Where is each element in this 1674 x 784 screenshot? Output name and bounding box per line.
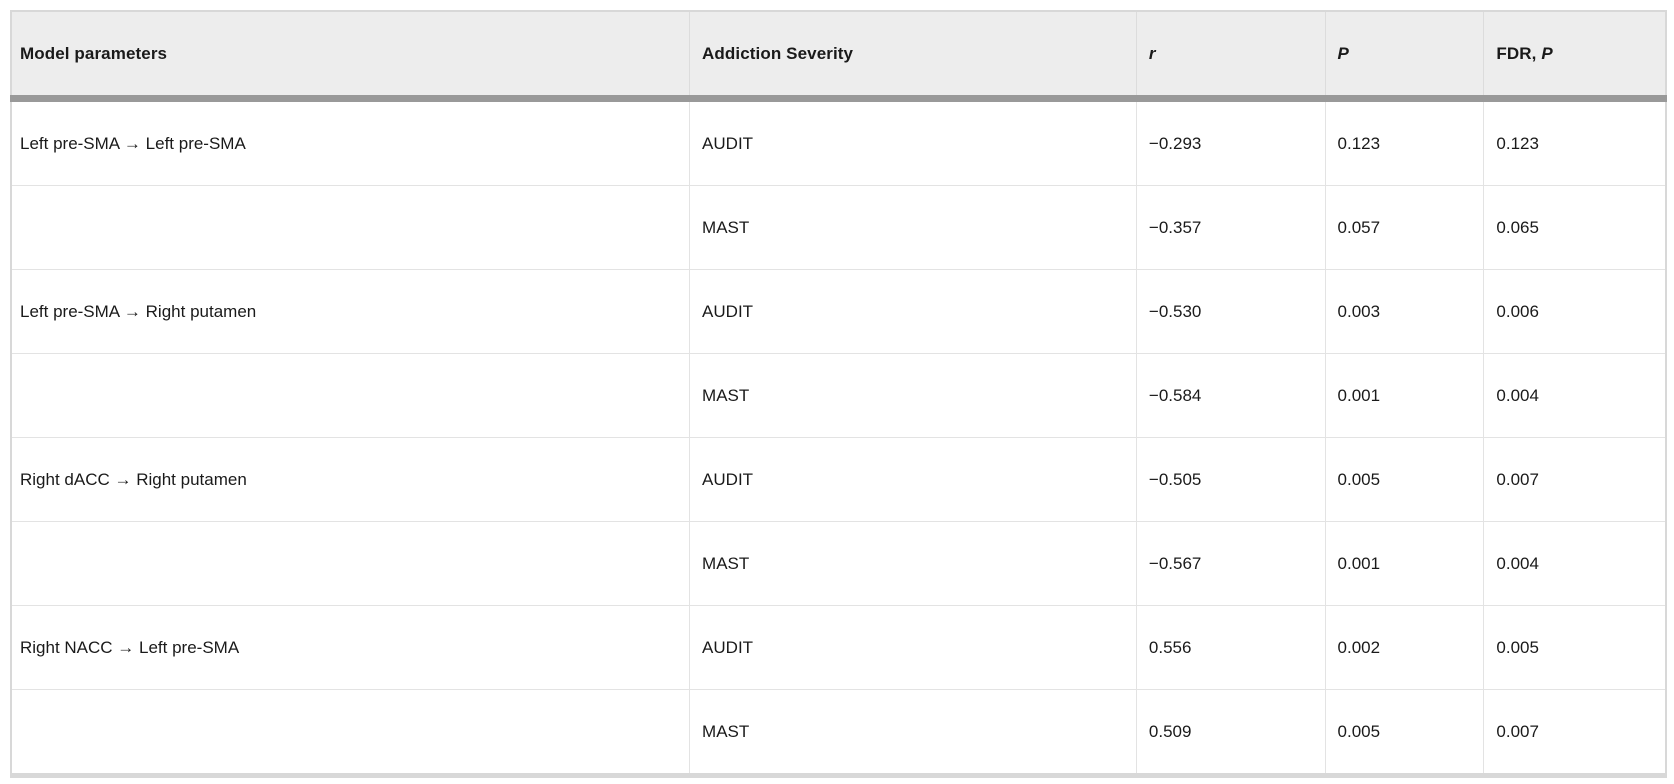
header-label-italic: r <box>1148 43 1156 63</box>
column-header-r: r <box>1135 10 1326 102</box>
cell-fdr-p: 0.065 <box>1483 185 1667 270</box>
column-header-p: P <box>1324 10 1485 102</box>
header-row: Model parameters Addiction Severity r P … <box>10 10 1667 102</box>
column-header-fdr-p: FDR, P <box>1483 10 1667 102</box>
cell-r: −0.567 <box>1135 521 1326 606</box>
cell-severity: MAST <box>689 689 1137 776</box>
cell-fdr-p: 0.004 <box>1483 353 1667 438</box>
cell-fdr-p: 0.006 <box>1483 269 1667 354</box>
cell-severity: MAST <box>689 521 1137 606</box>
cell-r: −0.530 <box>1135 269 1326 354</box>
column-header-addiction-severity: Addiction Severity <box>689 10 1137 102</box>
cell-r: 0.509 <box>1135 689 1326 776</box>
table-row: Left pre-SMA → Left pre-SMA AUDIT −0.293… <box>10 98 1667 186</box>
table-row: Left pre-SMA → Right putamen AUDIT −0.53… <box>10 269 1667 354</box>
cell-severity: AUDIT <box>689 605 1137 690</box>
header-label-italic: P <box>1337 43 1349 63</box>
cell-p: 0.057 <box>1324 185 1485 270</box>
table-row: MAST −0.357 0.057 0.065 <box>10 185 1667 270</box>
cell-model-parameters: Left pre-SMA → Left pre-SMA <box>10 98 691 186</box>
cell-p: 0.001 <box>1324 353 1485 438</box>
cell-severity: AUDIT <box>689 269 1137 354</box>
cell-severity: AUDIT <box>689 98 1137 186</box>
cell-p: 0.002 <box>1324 605 1485 690</box>
table-row: Right NACC → Left pre-SMA AUDIT 0.556 0.… <box>10 605 1667 690</box>
cell-model-parameters <box>10 353 691 438</box>
cell-p: 0.123 <box>1324 98 1485 186</box>
cell-model-parameters: Right NACC → Left pre-SMA <box>10 605 691 690</box>
table-header: Model parameters Addiction Severity r P … <box>10 10 1667 102</box>
column-header-model-parameters: Model parameters <box>10 10 691 102</box>
cell-fdr-p: 0.005 <box>1483 605 1667 690</box>
cell-p: 0.001 <box>1324 521 1485 606</box>
cell-model-parameters: Right dACC → Right putamen <box>10 437 691 522</box>
cell-severity: AUDIT <box>689 437 1137 522</box>
cell-model-parameters <box>10 185 691 270</box>
cell-r: 0.556 <box>1135 605 1326 690</box>
cell-severity: MAST <box>689 185 1137 270</box>
table-row: Right dACC → Right putamen AUDIT −0.505 … <box>10 437 1667 522</box>
header-label: Addiction Severity <box>702 43 854 63</box>
cell-model-parameters <box>10 689 691 776</box>
table-row: MAST 0.509 0.005 0.007 <box>10 689 1667 776</box>
cell-r: −0.357 <box>1135 185 1326 270</box>
cell-fdr-p: 0.004 <box>1483 521 1667 606</box>
cell-fdr-p: 0.007 <box>1483 689 1667 776</box>
cell-fdr-p: 0.123 <box>1483 98 1667 186</box>
cell-r: −0.584 <box>1135 353 1326 438</box>
header-label: Model parameters <box>20 43 168 63</box>
cell-r: −0.293 <box>1135 98 1326 186</box>
table-row: MAST −0.567 0.001 0.004 <box>10 521 1667 606</box>
cell-model-parameters <box>10 521 691 606</box>
correlation-table: Model parameters Addiction Severity r P … <box>10 10 1667 778</box>
cell-fdr-p: 0.007 <box>1483 437 1667 522</box>
cell-p: 0.003 <box>1324 269 1485 354</box>
cell-p: 0.005 <box>1324 437 1485 522</box>
cell-r: −0.505 <box>1135 437 1326 522</box>
cell-model-parameters: Left pre-SMA → Right putamen <box>10 269 691 354</box>
table-row: MAST −0.584 0.001 0.004 <box>10 353 1667 438</box>
cell-p: 0.005 <box>1324 689 1485 776</box>
header-label: FDR, <box>1496 43 1542 63</box>
header-label-italic: P <box>1541 43 1553 63</box>
table-body: Left pre-SMA → Left pre-SMA AUDIT −0.293… <box>10 98 1667 776</box>
cell-severity: MAST <box>689 353 1137 438</box>
